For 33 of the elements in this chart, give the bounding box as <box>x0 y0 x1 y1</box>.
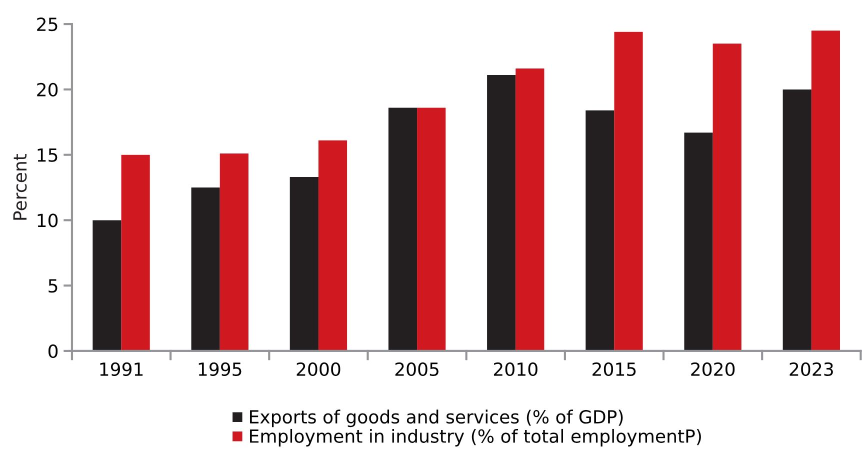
bar <box>782 89 812 351</box>
x-tick-label: 1991 <box>100 362 143 376</box>
x-tick-label: 2005 <box>395 362 438 376</box>
y-axis-title: Percent <box>13 154 27 220</box>
bar <box>614 32 643 351</box>
bar <box>417 108 446 351</box>
bar <box>388 108 418 351</box>
legend-label: Employment in industry (% of total employmentP) <box>250 428 701 446</box>
y-tick-label: 20 <box>37 82 58 97</box>
x-tick-label: 2015 <box>592 362 636 376</box>
y-tick-label: 10 <box>38 214 58 228</box>
bar <box>712 44 742 351</box>
x-tick-label: 2000 <box>296 362 340 376</box>
legend-label: Exports of goods and services (% of GDP) <box>250 410 623 428</box>
bar <box>92 220 122 351</box>
bar <box>516 68 544 351</box>
bar <box>121 154 150 351</box>
bar <box>487 75 516 351</box>
x-tick-label: 2010 <box>494 362 538 376</box>
y-tick-label: 5 <box>48 279 58 293</box>
bar <box>586 110 614 351</box>
y-tick-label: 0 <box>48 344 58 358</box>
x-tick-label: 2020 <box>691 362 735 376</box>
bar <box>220 154 248 351</box>
bar <box>684 132 713 351</box>
y-tick-label: 25 <box>37 18 58 32</box>
bar <box>811 30 840 351</box>
bar <box>318 140 348 351</box>
x-tick-label: 2023 <box>790 362 833 376</box>
bar <box>191 188 220 351</box>
bar <box>290 177 318 351</box>
y-tick-label: 15 <box>38 148 58 162</box>
x-tick-label: 1995 <box>198 362 242 376</box>
